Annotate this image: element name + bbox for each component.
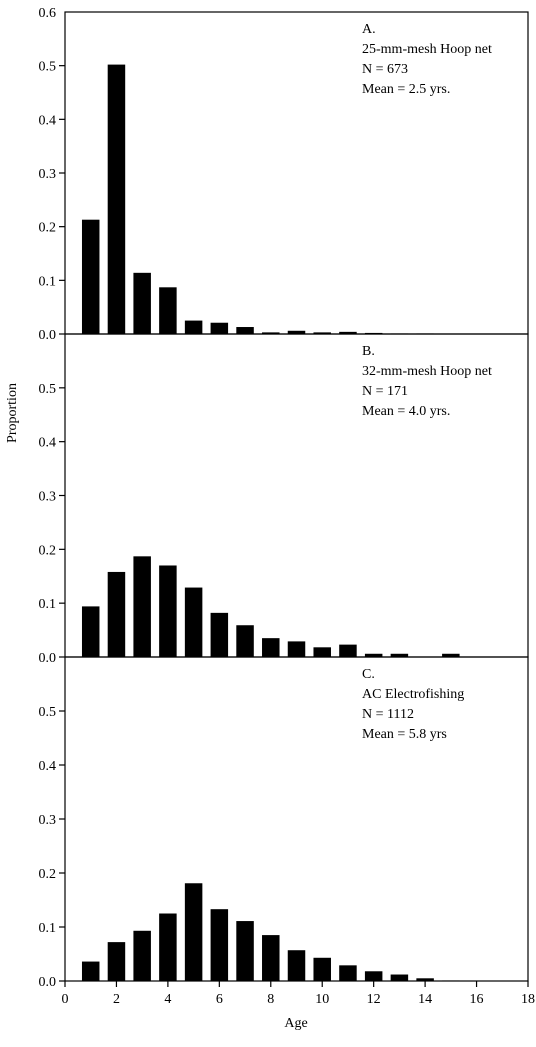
panel-b-y-tick-label: 0.4 (39, 436, 57, 451)
panel-b-y-tick-label: 0.2 (39, 543, 57, 558)
panel-c-y-tick-label: 0.3 (39, 813, 57, 828)
panel-c-bar (287, 950, 306, 981)
x-axis-title: Age (284, 1016, 307, 1031)
panel-c-y-tick-label: 0.1 (39, 921, 57, 936)
panel-b-bar (159, 565, 177, 657)
panel-a-bar (81, 219, 100, 334)
x-tick-label: 8 (267, 992, 274, 1007)
panel-a-y-tick-label: 0.6 (39, 6, 57, 21)
panel-c-annotation-line: C. (362, 667, 375, 682)
panel-b-bar (339, 644, 357, 657)
x-tick-label: 4 (164, 992, 171, 1007)
panel-c-y-tick-label: 0.0 (39, 975, 57, 990)
panel-c-bar (159, 913, 177, 981)
panel-c-bar (184, 883, 203, 981)
panel-a-annotation-line: A. (362, 22, 376, 37)
panel-a-bar (287, 330, 306, 334)
panel-a-y-tick-label: 0.4 (39, 113, 57, 128)
panel-a-bar (107, 64, 126, 335)
panel-a-bar (262, 332, 280, 334)
panel-a-y-tick-label: 0.1 (39, 274, 57, 289)
panel-c-bar (107, 942, 126, 981)
panel-a-annotation-line: Mean = 2.5 yrs. (362, 82, 450, 97)
panel-c-y-tick-label: 0.5 (39, 705, 57, 720)
panel-c-bar (339, 965, 357, 981)
panel-a-bar (313, 332, 331, 334)
panel-c-bar (313, 957, 331, 981)
chart-layer: 0.0 0.1 0.2 0.3 0.4 0.5 0.6 A. 25-mm-mesh Hoop n… (39, 6, 536, 1007)
y-axis-title: Proportion (5, 383, 20, 443)
panel-c-bar (442, 980, 460, 981)
panel-a-bar (339, 331, 357, 334)
panel-b-bar (107, 571, 126, 657)
panel-c-bar (236, 921, 254, 981)
panel-b-bar (390, 653, 409, 657)
panel-c-bar (390, 974, 409, 981)
panel-c-bar (364, 971, 383, 981)
panel-a-bar (184, 320, 203, 334)
x-tick-label: 6 (216, 992, 223, 1007)
panel-a-y-tick-label: 0.0 (39, 328, 57, 343)
panel-c-annotation-line: AC Electrofishing (362, 687, 464, 702)
panel-b-y-tick-label: 0.0 (39, 651, 57, 666)
panel-a-annotation-line: N = 673 (362, 62, 408, 77)
x-tick-label: 16 (470, 992, 484, 1007)
panel-c-bar (133, 930, 151, 981)
panel-b-y-tick-label: 0.5 (39, 382, 57, 397)
panel-a-y-tick-label: 0.3 (39, 167, 57, 182)
panel-b-y-tick-label: 0.1 (39, 597, 57, 612)
panel-c-bar (210, 909, 229, 981)
x-tick-label: 14 (418, 992, 432, 1007)
x-tick-label: 10 (315, 992, 329, 1007)
panel-b-annotation-line: B. (362, 344, 375, 359)
panel-c-y-tick-label: 0.2 (39, 867, 57, 882)
panel-b-y-tick-label: 0.3 (39, 490, 57, 505)
x-tick-label: 18 (521, 992, 535, 1007)
panel-b-bar (313, 647, 331, 657)
panel-b-bar (81, 606, 100, 657)
panel-c-bar (81, 961, 100, 981)
panel-a-bar (236, 327, 254, 334)
panel-b-bar (210, 612, 229, 657)
panel-b-annotation-line: N = 171 (362, 384, 408, 399)
panel-b-bar (184, 587, 203, 657)
panel-a-annotation-line: 25-mm-mesh Hoop net (362, 42, 492, 57)
panel-b-annotation-line: Mean = 4.0 yrs. (362, 404, 450, 419)
panel-a-bar (210, 322, 229, 334)
panel-c-annotation-line: N = 1112 (362, 707, 414, 722)
panel-c-y-tick-label: 0.4 (39, 759, 57, 774)
panel-b-bar (287, 641, 306, 657)
panel-b-annotation-line: 32-mm-mesh Hoop net (362, 364, 492, 379)
panel-a-bar (133, 272, 151, 334)
panel-b-bar (364, 653, 383, 657)
panel-b-bar (133, 556, 151, 657)
x-tick-label: 12 (367, 992, 381, 1007)
panel-a-bar (159, 287, 177, 334)
panel-c-annotation-line: Mean = 5.8 yrs (362, 727, 447, 742)
panel-a-y-tick-label: 0.2 (39, 221, 57, 236)
x-tick-label: 0 (62, 992, 69, 1007)
panel-a-y-tick-label: 0.5 (39, 60, 57, 75)
panel-b-bar (262, 638, 280, 657)
panel-b-bar (442, 653, 460, 657)
x-tick-label: 2 (113, 992, 120, 1007)
panel-c-bar (262, 935, 280, 981)
panel-b-bar (236, 625, 254, 657)
panel-c-bar (416, 978, 434, 981)
